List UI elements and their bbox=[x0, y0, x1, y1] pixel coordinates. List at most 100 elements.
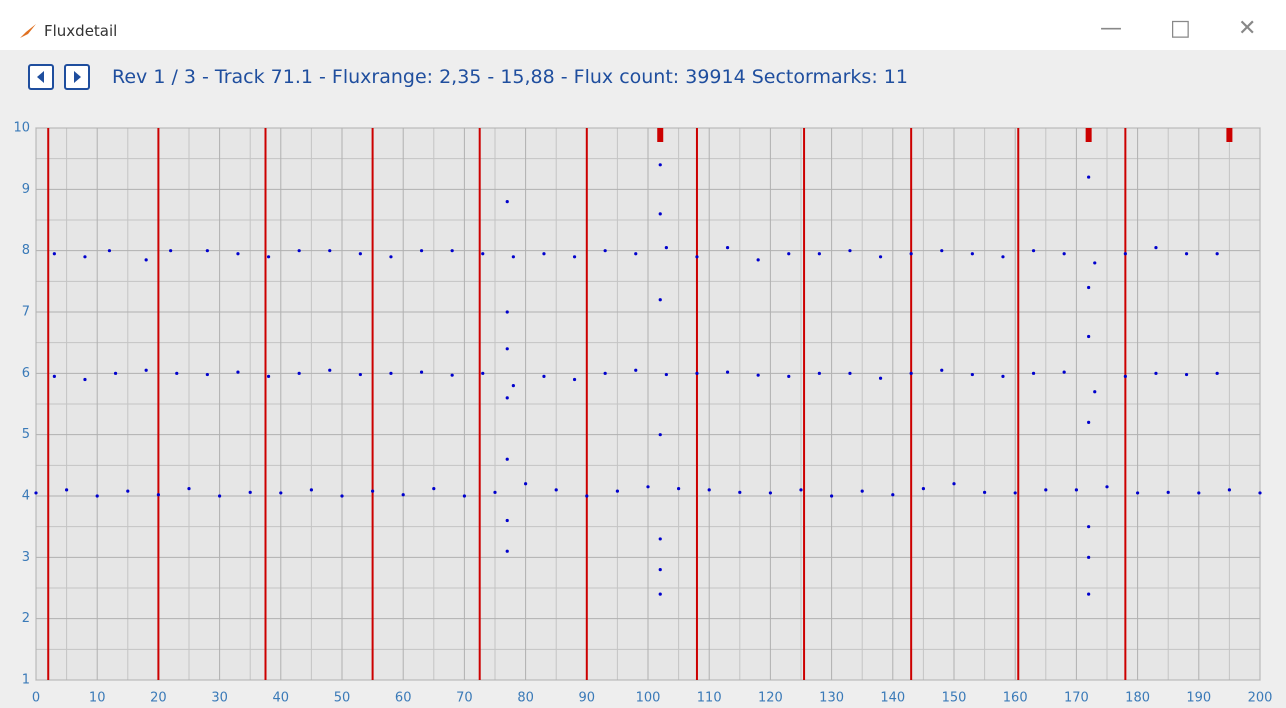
flux-point bbox=[34, 491, 38, 495]
flux-point bbox=[432, 487, 436, 491]
next-icon bbox=[74, 71, 81, 83]
flux-point bbox=[542, 252, 546, 256]
flux-point bbox=[1123, 374, 1127, 378]
flux-point bbox=[738, 490, 742, 494]
flux-point bbox=[725, 370, 730, 374]
flux-point bbox=[1062, 370, 1066, 374]
prev-button[interactable] bbox=[28, 64, 54, 90]
flux-point bbox=[505, 518, 509, 523]
title-bar: Fluxdetail — □ ✕ bbox=[0, 0, 1286, 50]
flux-point bbox=[1184, 252, 1189, 256]
flux-point bbox=[266, 255, 271, 259]
flux-point bbox=[830, 494, 834, 498]
window-title: Fluxdetail bbox=[44, 22, 118, 40]
flux-point bbox=[891, 493, 895, 497]
x-tick-label: 100 bbox=[636, 691, 661, 706]
flux-point bbox=[450, 249, 454, 253]
y-tick-label: 8 bbox=[22, 243, 30, 258]
flux-point bbox=[1062, 252, 1066, 256]
flux-point bbox=[401, 493, 405, 497]
flux-point bbox=[940, 368, 944, 372]
x-tick-label: 70 bbox=[456, 691, 473, 706]
flux-point bbox=[572, 255, 577, 259]
flux-point bbox=[1136, 491, 1140, 495]
flux-point bbox=[603, 249, 607, 253]
flux-point bbox=[52, 374, 56, 378]
x-tick-label: 200 bbox=[1248, 691, 1273, 706]
flux-point bbox=[505, 396, 509, 400]
flux-point bbox=[1087, 285, 1091, 290]
flux-point bbox=[328, 249, 332, 253]
maximize-button[interactable]: □ bbox=[1170, 16, 1191, 41]
flux-point bbox=[1087, 555, 1091, 559]
flux-point bbox=[860, 489, 864, 493]
flux-point bbox=[1031, 249, 1036, 253]
flux-point bbox=[1087, 525, 1091, 529]
flux-point bbox=[419, 370, 424, 374]
flux-point bbox=[695, 371, 699, 375]
flux-point bbox=[175, 371, 179, 375]
flux-point bbox=[1215, 252, 1219, 256]
flux-point bbox=[236, 252, 240, 256]
flux-point bbox=[1001, 374, 1005, 378]
flux-point bbox=[921, 487, 926, 491]
flux-point bbox=[1087, 592, 1091, 596]
flux-point bbox=[248, 490, 252, 494]
flux-point bbox=[542, 374, 546, 378]
flux-point bbox=[1166, 490, 1170, 494]
flux-point bbox=[554, 488, 558, 492]
flux-point bbox=[1074, 488, 1078, 492]
flux-point bbox=[126, 489, 130, 493]
flux-point bbox=[481, 371, 485, 375]
y-tick-label: 6 bbox=[22, 366, 30, 381]
flux-point bbox=[156, 493, 160, 497]
flux-point bbox=[572, 377, 577, 382]
y-tick-label: 4 bbox=[22, 489, 30, 504]
flux-point bbox=[952, 482, 956, 486]
flux-point bbox=[1154, 246, 1158, 250]
flux-point bbox=[768, 491, 773, 495]
flux-point bbox=[1001, 255, 1005, 259]
flux-point bbox=[615, 489, 620, 493]
flux-point bbox=[664, 372, 668, 377]
flux-point bbox=[646, 485, 650, 489]
flux-point bbox=[1227, 488, 1231, 492]
x-tick-label: 80 bbox=[517, 691, 534, 706]
flux-point bbox=[1184, 372, 1189, 377]
flux-point bbox=[799, 488, 803, 492]
x-tick-label: 170 bbox=[1064, 691, 1089, 706]
y-tick-label: 3 bbox=[22, 550, 30, 565]
flux-point bbox=[205, 372, 209, 377]
flux-point bbox=[144, 368, 148, 372]
x-tick-label: 190 bbox=[1186, 691, 1211, 706]
flux-point bbox=[505, 457, 509, 461]
flux-point bbox=[65, 488, 69, 492]
flux-point bbox=[297, 249, 301, 253]
x-tick-label: 160 bbox=[1003, 691, 1028, 706]
flux-point bbox=[113, 371, 118, 375]
minimize-button[interactable]: — bbox=[1100, 16, 1122, 41]
y-tick-label: 9 bbox=[22, 182, 30, 197]
flux-point bbox=[1044, 488, 1048, 492]
next-button[interactable] bbox=[64, 64, 90, 90]
flux-point bbox=[505, 347, 509, 351]
flux-point bbox=[787, 374, 791, 378]
flux-point bbox=[493, 490, 497, 494]
flux-point bbox=[940, 249, 944, 253]
x-tick-label: 150 bbox=[942, 691, 967, 706]
flux-point bbox=[481, 252, 485, 256]
close-button[interactable]: ✕ bbox=[1238, 16, 1257, 41]
flux-point bbox=[309, 488, 313, 492]
flux-point bbox=[236, 370, 240, 374]
flux-point bbox=[1087, 334, 1091, 339]
flux-point bbox=[1013, 491, 1017, 495]
flux-point bbox=[266, 374, 271, 378]
flux-point bbox=[658, 163, 662, 167]
flux-point bbox=[664, 246, 668, 250]
flux-point bbox=[83, 255, 87, 259]
flux-point bbox=[695, 255, 699, 259]
x-tick-label: 40 bbox=[273, 691, 290, 706]
header-text: Rev 1 / 3 - Track 71.1 - Fluxrange: 2,35… bbox=[112, 66, 908, 88]
